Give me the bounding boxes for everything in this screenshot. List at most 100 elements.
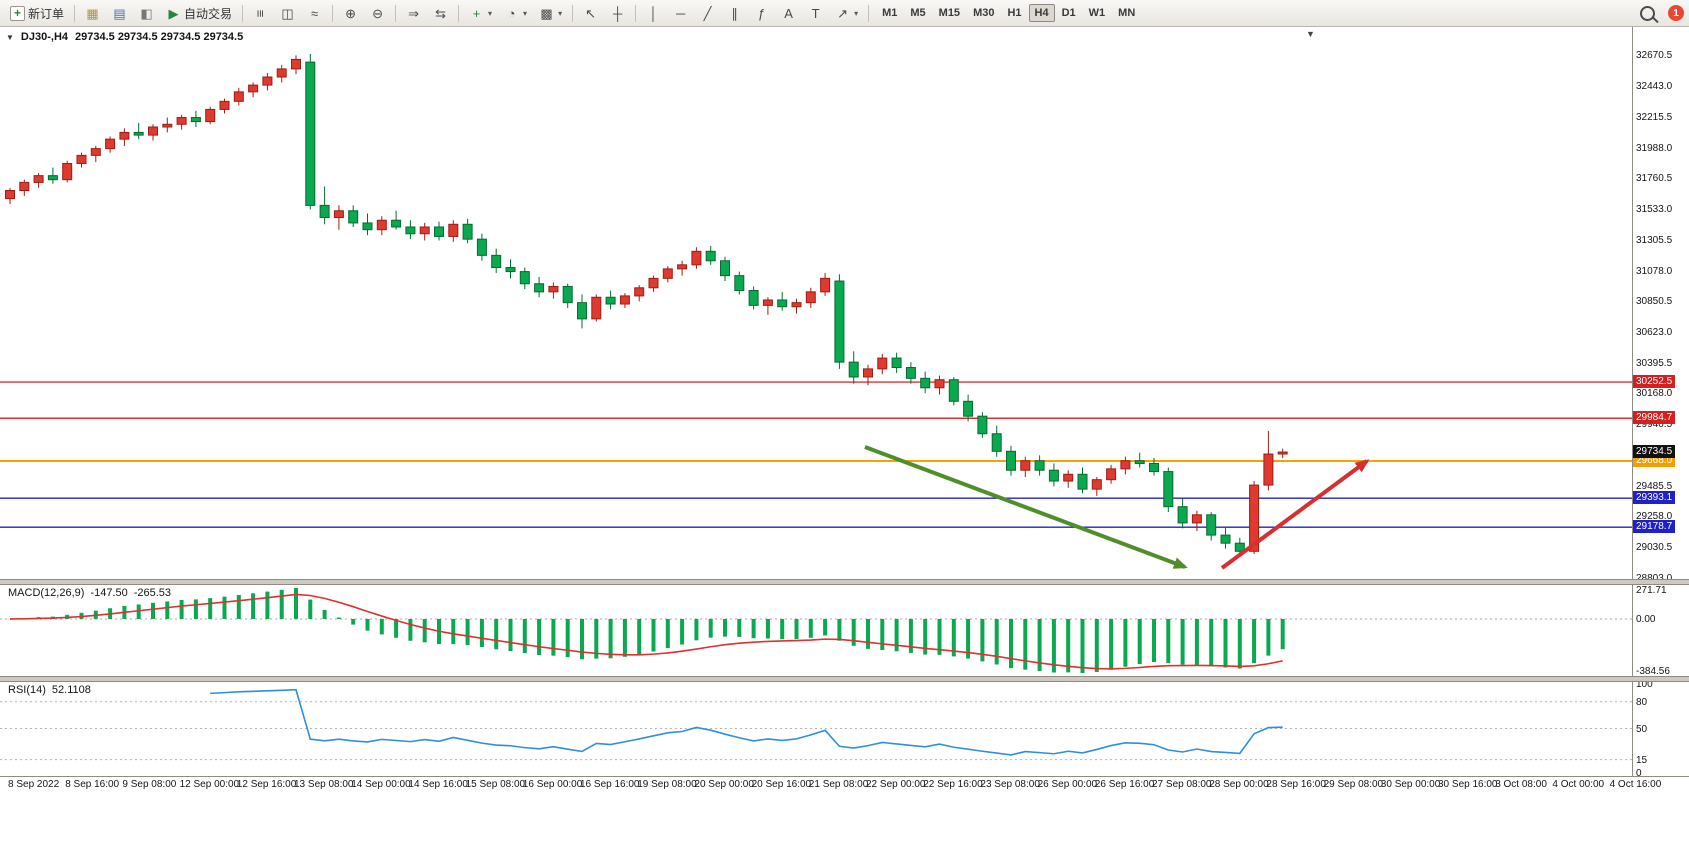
panel-divider-macd[interactable] [0,579,1689,585]
search-button[interactable] [1635,2,1660,25]
price-axis-label: 31760.5 [1636,173,1673,185]
arrows-button[interactable]: ↗ ▾ [830,2,863,25]
toolbar-separator [868,4,870,22]
timeframe-m15[interactable]: M15 [938,7,961,19]
candle [76,152,87,168]
timeframe-m1[interactable]: M1 [882,7,898,19]
chart-shift-marker: ▼ [1306,29,1315,39]
time-axis-label: 30 Sep 16:00 [1438,779,1498,790]
candles-layer [5,54,1288,557]
candle [33,172,44,188]
candle [877,354,888,375]
timeframe-d1[interactable]: D1 [1061,7,1076,19]
new-order-button[interactable]: + 新订单 [5,2,69,25]
bar-chart-button[interactable]: ≡ [248,2,273,25]
text-label-button[interactable]: T [803,2,828,25]
time-axis-label: 28 Sep 16:00 [1266,779,1326,790]
timeframe-m5[interactable]: M5 [910,7,926,19]
price-scale-border [1632,27,1633,776]
time-axis-label: 20 Sep 16:00 [751,779,812,790]
macd-main-value: -147.50 [90,587,128,599]
timeframe-mn[interactable]: MN [1118,7,1136,19]
candle [748,286,759,310]
rsi-label-row: RSI(14) 52.1108 [8,684,91,696]
timeframe-h1[interactable]: H1 [1007,7,1022,19]
zoom-out-button[interactable]: ⊖ [365,2,390,25]
bar-chart-icon: ≡ [253,9,269,17]
candle [1048,463,1059,487]
candle [591,294,602,322]
market-watch-button[interactable]: ▦ [80,2,105,25]
periods-button[interactable]: ◔ ▾ [499,2,532,25]
crosshair-icon: ┼ [612,5,623,21]
main-toolbar: + 新订单 ▦ ▤ ◧ ▶ 自动交易 ≡ ◫ ≈ ⊕ ⊖ ⇒ ⇆ + ▾ ◔ ▾ ▩ ▾ ↖ ┼ │ ─ ╱ ∥ ƒ A T ↗ ▾ M1 M5… [0,0,1689,27]
price-scale[interactable] [1632,27,1689,776]
time-axis-label: 8 Sep 2022 [8,779,60,790]
price-axis-label: 31305.5 [1636,234,1673,246]
channel-icon: ∥ [731,5,738,21]
market-watch-icon: ▦ [86,5,99,21]
candle [1163,467,1174,513]
candle [248,82,259,98]
timeframe-m30[interactable]: M30 [973,7,995,19]
timeframe-h4[interactable]: H4 [1028,4,1055,22]
auto-scroll-button[interactable]: ⇒ [401,2,426,25]
time-axis-label: 26 Sep 00:00 [1037,779,1098,790]
vertical-line-button[interactable]: │ [641,2,666,25]
channel-button[interactable]: ∥ [722,2,747,25]
line-chart-button[interactable]: ≈ [302,2,327,25]
timeframe-w1[interactable]: W1 [1088,7,1106,19]
candlestick-chart-button[interactable]: ◫ [275,2,300,25]
candle [1220,526,1231,549]
time-axis-label: 8 Sep 16:00 [65,779,120,790]
candle [233,87,244,106]
indicators-button[interactable]: + ▾ [464,2,497,25]
candle [333,205,344,230]
fibonacci-button[interactable]: ƒ [749,2,774,25]
panel-divider-rsi[interactable] [0,676,1689,682]
candle [305,54,316,210]
candle [562,283,573,309]
downtrend-arrow[interactable] [864,445,1188,569]
rsi-line [210,688,1283,756]
time-axis-label: 4 Oct 16:00 [1609,779,1662,790]
new-order-button-label: 新订单 [28,6,65,21]
candle [291,55,301,75]
cursor-icon: ↖ [585,5,597,21]
auto-trading-icon: ▶ [168,5,179,21]
horizontal-line-button[interactable]: ─ [668,2,693,25]
time-axis-label: 12 Sep 00:00 [179,779,240,790]
candle [977,412,988,438]
crosshair-button[interactable]: ┼ [605,2,630,25]
price-axis-label: 31988.0 [1636,142,1673,154]
uptrend-arrow[interactable] [1220,459,1370,570]
symbol-dropdown-icon[interactable]: ▼ [6,32,14,42]
price-axis-label: 29940.5 [1636,419,1673,431]
text-button[interactable]: A [776,2,801,25]
navigator-button[interactable]: ◧ [134,2,159,25]
candle [262,72,273,91]
data-window-button[interactable]: ▤ [107,2,132,25]
cursor-button[interactable]: ↖ [578,2,603,25]
candle [5,187,15,205]
candle [619,293,630,309]
zoom-in-button[interactable]: ⊕ [338,2,363,25]
price-axis-label: 32670.5 [1636,50,1673,62]
notification-badge[interactable]: 1 [1668,5,1684,21]
time-axis-label: 12 Sep 16:00 [236,779,297,790]
candle [905,362,916,384]
trendline-button[interactable]: ╱ [695,2,720,25]
candle [662,266,673,283]
templates-button[interactable]: ▩ ▾ [534,2,567,25]
price-axis-label: 29030.5 [1636,542,1673,554]
horizontal-line-icon: ─ [675,5,686,21]
macd-scale-max: 271.71 [1636,585,1667,596]
candle [348,205,359,227]
time-axis-label: 15 Sep 08:00 [465,779,526,790]
candle [476,233,487,261]
auto-trading-button[interactable]: ▶ 自动交易 [161,2,237,25]
candle [1034,455,1045,476]
rsi-scale-label: 80 [1636,696,1648,708]
chart-shift-button[interactable]: ⇆ [428,2,453,25]
